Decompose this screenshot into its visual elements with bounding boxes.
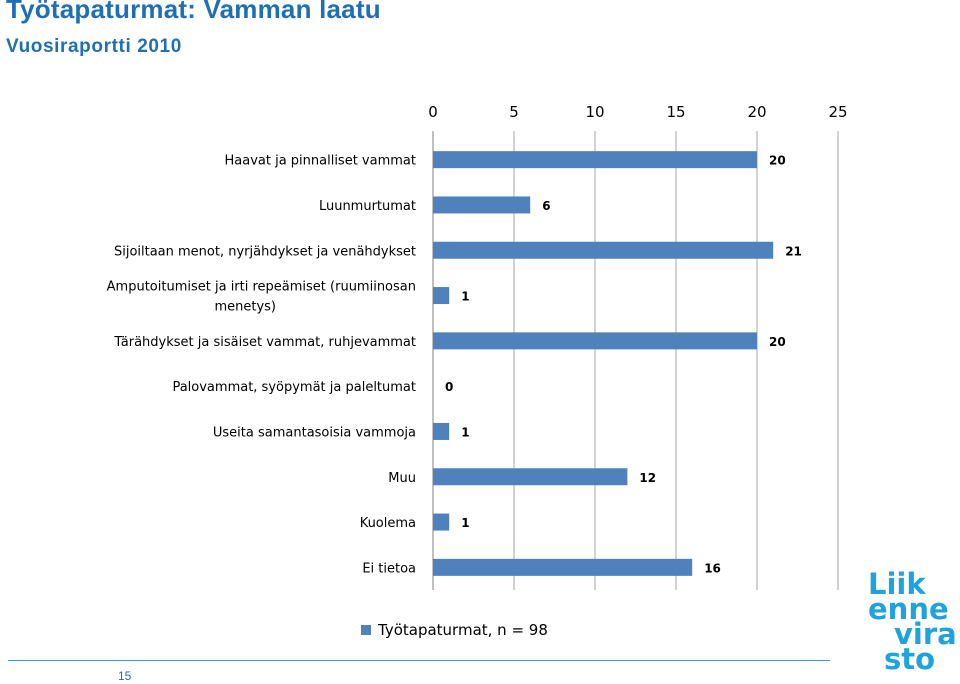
data-label: 20 <box>769 154 786 168</box>
page-title: Työtapaturmat: Vamman laatu <box>6 0 381 24</box>
data-label: 0 <box>445 380 453 394</box>
data-label: 16 <box>704 561 721 575</box>
footer-divider <box>8 660 830 661</box>
page-subtitle: Vuosiraportti 2010 <box>6 36 182 57</box>
data-label: 21 <box>785 244 802 258</box>
category-label: Haavat ja pinnalliset vammat <box>224 154 416 169</box>
category-label: Kuolema <box>360 516 416 531</box>
liikennevirasto-logo: Liik enne vira sto <box>868 567 957 676</box>
data-label: 1 <box>461 425 469 439</box>
legend-swatch <box>361 625 371 635</box>
category-label: Useita samantasoisia vammoja <box>213 425 416 440</box>
bar <box>433 196 531 214</box>
x-tick-label: 0 <box>428 103 438 121</box>
page-number: 15 <box>118 669 132 683</box>
category-label: Amputoitumiset ja irti repeämiset (ruumi… <box>107 280 416 295</box>
bar <box>433 151 757 169</box>
data-label: 6 <box>542 199 550 213</box>
x-tick-label: 10 <box>585 103 604 121</box>
data-label: 12 <box>639 471 656 485</box>
x-tick-label: 5 <box>509 103 519 121</box>
bar <box>433 287 450 305</box>
category-label: Palovammat, syöpymät ja paleltumat <box>172 380 416 395</box>
bar <box>433 332 757 350</box>
data-label: 20 <box>769 335 786 349</box>
bar <box>433 422 450 440</box>
bar <box>433 468 628 486</box>
x-tick-label: 20 <box>747 103 766 121</box>
category-label: Luunmurtumat <box>319 199 416 214</box>
category-label: Sijoiltaan menot, nyrjähdykset ja venähd… <box>114 244 416 259</box>
data-label: 1 <box>461 516 469 530</box>
x-tick-label: 15 <box>666 103 685 121</box>
legend-label: Työtapaturmat, n = 98 <box>377 621 548 639</box>
x-tick-label: 25 <box>828 103 847 121</box>
bar <box>433 558 693 576</box>
bar <box>433 513 450 531</box>
category-label: Ei tietoa <box>362 561 416 576</box>
category-label-continued: menetys) <box>214 300 276 315</box>
data-label: 1 <box>461 290 469 304</box>
category-label: Muu <box>388 471 416 486</box>
category-label: Tärähdykset ja sisäiset vammat, ruhjevam… <box>113 335 416 350</box>
bar <box>433 241 774 259</box>
